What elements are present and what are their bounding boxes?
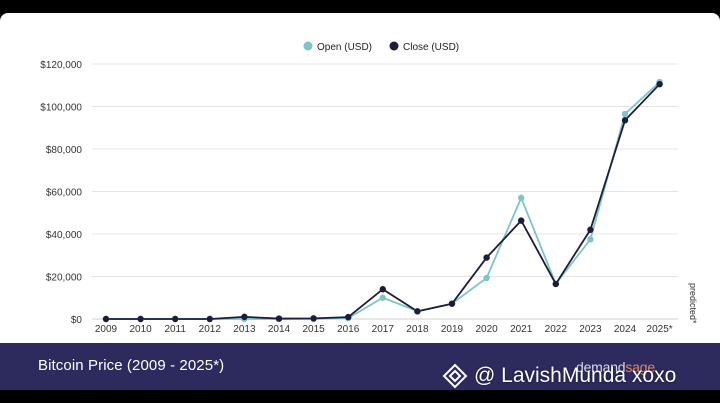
watermark-text: @ LavishMunda xoxo [474, 364, 677, 387]
close-data-point [656, 80, 663, 88]
y-tick-label: $120,000 [40, 60, 82, 71]
y-tick-label: $100,000 [40, 103, 82, 114]
y-tick-label: $20,000 [46, 273, 83, 284]
legend-label: Close (USD) [403, 42, 459, 53]
close-data-point [587, 226, 594, 233]
open-data-point [379, 294, 386, 301]
open-series-line [106, 81, 661, 320]
diamond-logo-icon [442, 363, 468, 389]
y-tick-label: $0 [71, 315, 83, 326]
close-data-point [206, 315, 213, 323]
predicted-note: predicted* [688, 283, 698, 324]
close-series-line [106, 83, 661, 320]
x-tick-label: 2025* [647, 324, 673, 335]
y-tick-label: $40,000 [46, 230, 83, 241]
brand-part-2: sage [625, 359, 655, 375]
close-data-point [345, 313, 352, 321]
watermark: @ LavishMunda xoxo [442, 363, 676, 389]
close-data-point [448, 300, 456, 307]
x-tick-label: 2015 [302, 324, 325, 335]
brand-logo: demandsage [576, 359, 655, 375]
x-tick-label: 2016 [337, 324, 360, 335]
x-tick-label: 2012 [199, 324, 222, 335]
close-data-point [275, 315, 283, 322]
y-tick-label: $60,000 [46, 188, 83, 199]
x-tick-label: 2024 [614, 324, 637, 335]
open-data-point [587, 236, 594, 243]
chart-card: $0 $20,000 $40,000 $60,000 $80,000 $100,000 $1… [0, 13, 720, 343]
open-data-point [621, 110, 629, 118]
footer-bar: Bitcoin Price (2009 - 2025*) demandsage … [0, 343, 720, 390]
legend-label: Open (USD) [317, 42, 372, 53]
x-tick-label: 2010 [129, 324, 152, 335]
x-tick-label: 2019 [441, 324, 464, 335]
x-tick-label: 2009 [95, 324, 118, 335]
close-data-point [483, 254, 490, 261]
close-data-point [552, 280, 559, 288]
x-tick-label: 2014 [268, 324, 291, 335]
close-data-point [379, 286, 386, 293]
x-tick-label: 2018 [406, 324, 429, 335]
close-data-point [310, 315, 317, 322]
y-tick-label: $80,000 [46, 145, 83, 156]
x-tick-label: 2017 [372, 324, 395, 335]
close-data-point [414, 308, 421, 315]
brand-part-1: demand [576, 359, 626, 375]
open-data-point [518, 194, 525, 202]
open-data-point [483, 274, 490, 282]
x-tick-label: 2020 [475, 324, 498, 335]
footer-title: Bitcoin Price (2009 - 2025*) [38, 357, 225, 374]
legend-marker [389, 41, 399, 51]
close-data-point [172, 315, 179, 323]
legend-marker [303, 41, 313, 51]
bottom-black-bar [0, 390, 720, 403]
bitcoin-price-chart: $0 $20,000 $40,000 $60,000 $80,000 $100,000 $1… [40, 41, 698, 335]
close-data-point [241, 313, 248, 321]
close-data-point [621, 117, 629, 124]
x-tick-label: 2021 [510, 324, 533, 335]
close-data-point [137, 315, 144, 323]
x-tick-label: 2023 [579, 324, 602, 335]
close-data-point [518, 217, 525, 224]
x-tick-label: 2011 [164, 324, 186, 335]
close-data-point [102, 315, 110, 323]
x-tick-label: 2022 [545, 324, 568, 335]
x-tick-label: 2013 [233, 324, 256, 335]
